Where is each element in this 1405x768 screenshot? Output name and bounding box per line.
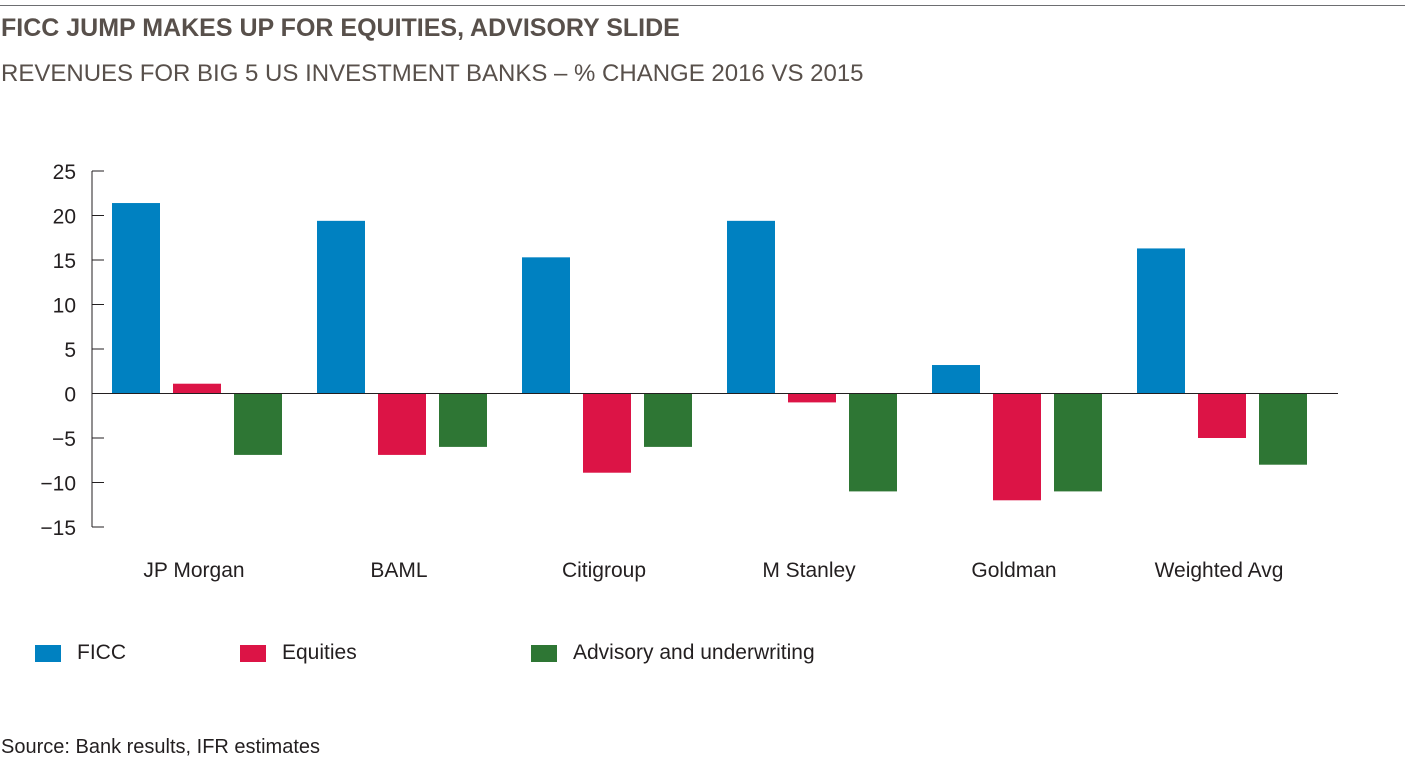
y-tick-label: 5 [64, 339, 76, 362]
bar-ficc-citigroup [522, 257, 570, 394]
bar-equities-m-stanley [788, 393, 836, 403]
bar-advisory-and-underwriting-goldman [1054, 393, 1102, 492]
bar-equities-goldman [993, 393, 1041, 501]
bar-equities-baml [378, 393, 426, 455]
y-tick-label: 25 [53, 161, 76, 184]
top-rule [0, 5, 1405, 6]
legend-label-advisory: Advisory and underwriting [573, 641, 815, 664]
legend-item-equities: Equities [240, 638, 357, 668]
bar-advisory-and-underwriting-m-stanley [849, 393, 897, 492]
x-category-label-m-stanley: M Stanley [762, 559, 856, 582]
y-tick-label: −10 [40, 473, 76, 496]
source-note: Source: Bank results, IFR estimates [1, 736, 321, 758]
bar-equities-jp-morgan [173, 383, 221, 394]
bar-chart: 25 20 15 10 5 0 −5 −10 −15 JP Morgan BAML Citigroup… [40, 161, 1338, 582]
legend-item-advisory: Advisory and underwriting [531, 638, 815, 668]
bar-advisory-and-underwriting-jp-morgan [234, 393, 282, 455]
legend-swatch-equities [240, 644, 266, 662]
legend-item-ficc: FICC [35, 638, 126, 668]
y-tick-label: 0 [64, 384, 76, 407]
bar-ficc-jp-morgan [112, 203, 160, 394]
y-tick-label: 20 [53, 206, 76, 229]
bar-ficc-goldman [932, 365, 980, 394]
legend-label-ficc: FICC [77, 641, 126, 664]
legend-label-equities: Equities [282, 641, 357, 664]
legend: FICC Equities Advisory and underwriting [0, 638, 1000, 668]
chart-title: FICC JUMP MAKES UP FOR EQUITIES, ADVISOR… [1, 14, 680, 42]
bar-advisory-and-underwriting-baml [439, 393, 487, 447]
chart-subtitle: REVENUES FOR BIG 5 US INVESTMENT BANKS –… [1, 60, 864, 87]
bar-ficc-m-stanley [727, 220, 775, 394]
x-category-label-goldman: Goldman [971, 559, 1056, 582]
x-category-label-jp-morgan: JP Morgan [143, 559, 244, 582]
legend-swatch-ficc [35, 644, 61, 662]
y-tick-label: 10 [53, 295, 76, 318]
x-category-label-baml: BAML [370, 559, 427, 582]
bar-ficc-weighted-avg [1137, 248, 1185, 394]
y-tick-label: −15 [40, 517, 76, 540]
y-tick-label: 15 [53, 250, 76, 273]
bar-equities-citigroup [583, 393, 631, 473]
bar-advisory-and-underwriting-weighted-avg [1259, 393, 1307, 465]
legend-swatch-advisory [531, 644, 557, 662]
bar-advisory-and-underwriting-citigroup [644, 393, 692, 447]
bar-equities-weighted-avg [1198, 393, 1246, 438]
x-category-label-citigroup: Citigroup [562, 559, 646, 582]
bar-ficc-baml [317, 220, 365, 394]
x-category-label-weighted-avg: Weighted Avg [1155, 559, 1284, 582]
y-tick-label: −5 [52, 428, 76, 451]
